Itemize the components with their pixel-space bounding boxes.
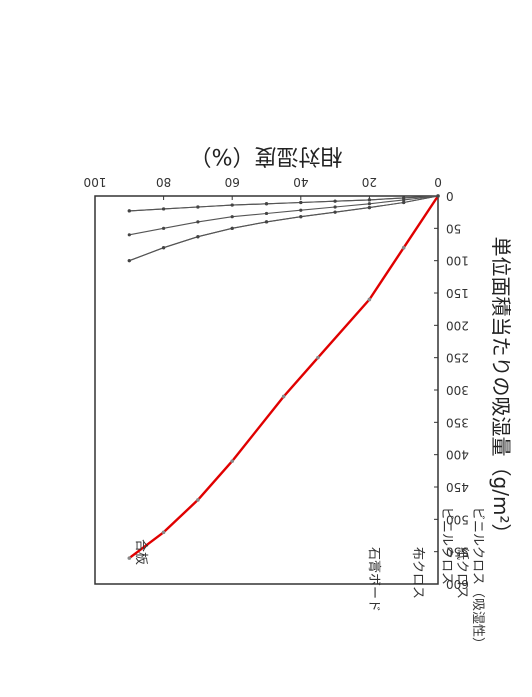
series-point [299,208,303,212]
x-tick-label: 60 [225,175,240,189]
x-tick-label: 20 [362,175,377,189]
series-point [196,220,200,224]
series-point [367,297,372,302]
series-point [264,211,269,216]
series-point [264,202,269,206]
series-point [127,233,131,237]
series-point [162,226,166,230]
series-point [161,530,166,535]
label-plywood: 合板 [133,539,148,565]
series-point [162,246,166,250]
y-tick-label: 350 [446,415,469,429]
label-gypsum: 石膏ボード [366,547,382,612]
series-point [333,210,337,214]
label-cloth: 布クロス [410,547,425,599]
y-tick-label: 100 [446,254,469,268]
series-point [367,206,371,210]
series-point [230,215,234,219]
series-line-6 [128,195,439,212]
series-point [402,200,406,205]
series-point [264,220,269,224]
y-tick-label: 50 [446,221,461,235]
y-tick-label: 450 [446,480,469,494]
series-point [230,226,234,230]
series-point [333,199,337,203]
label-vinyl-absorbent: ビニルクロス（吸湿性） [470,507,485,650]
series-line-1 [128,194,440,560]
y-axis-title: 単位面積当たりの吸湿量（g/m²） [489,237,513,544]
x-tick-label: 100 [84,175,107,189]
y-tick-label: 250 [446,351,469,365]
series-point [230,459,234,463]
series-line-2 [128,195,439,262]
y-tick-label: 400 [446,448,469,462]
series-point [402,196,406,200]
series-point [299,200,303,205]
series-point [401,245,406,250]
series-point [367,198,371,202]
y-tick-label: 600 [446,577,469,591]
y-tick-label: 0 [446,189,454,203]
series-point [127,209,131,213]
label-vinyl: ビニルクロス [439,507,454,585]
x-tick-label: 0 [434,175,442,189]
series-point [367,202,371,206]
series-point [299,215,303,219]
series-point [162,207,166,211]
x-tick-label: 40 [293,175,308,189]
series-line-4 [128,195,439,236]
series-point [316,355,320,360]
series-point [333,205,337,209]
y-tick-label: 550 [446,545,469,559]
series-point [230,203,234,207]
label-paper: 紙クロス [454,547,469,599]
y-tick-label: 150 [446,286,469,300]
series-point [281,394,286,399]
y-tick-label: 500 [446,512,469,526]
series-point [436,194,440,198]
series-point [196,235,200,239]
y-tick-label: 300 [446,383,469,397]
series-point [127,556,132,560]
series-line-3 [128,195,439,262]
series-point [196,498,200,502]
series-point [127,259,131,263]
x-axis-title: 相対湿度（%） [190,143,343,168]
x-tick-label: 80 [156,175,171,189]
series-point [196,205,200,209]
y-tick-label: 200 [446,318,469,332]
